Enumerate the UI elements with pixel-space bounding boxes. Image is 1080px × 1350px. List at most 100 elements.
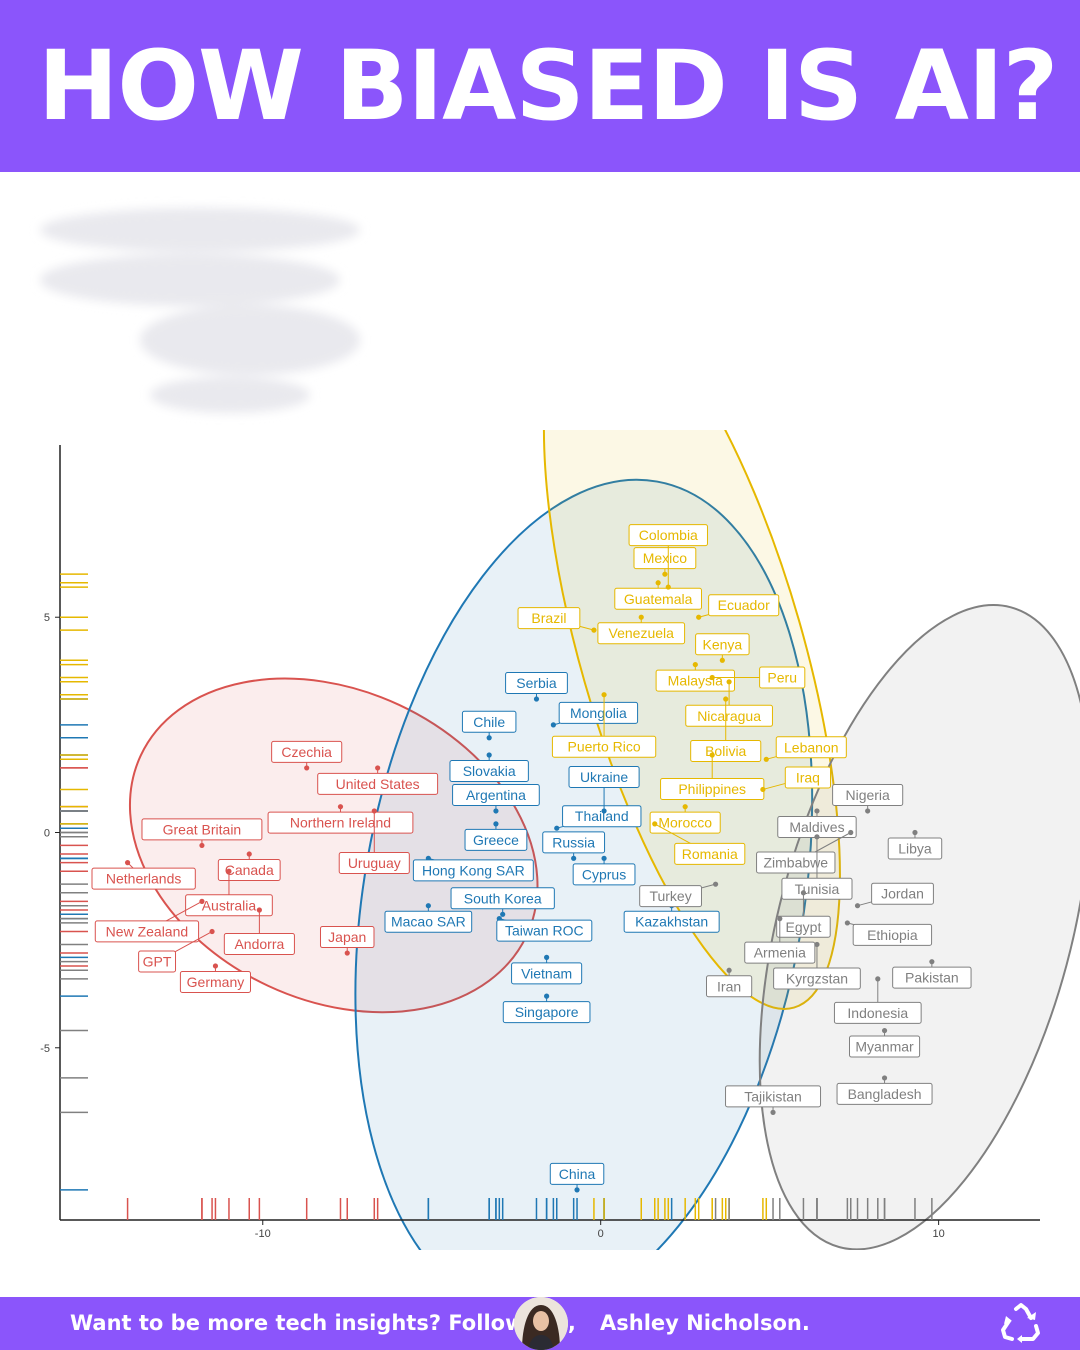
point-label: Kenya — [702, 636, 742, 652]
data-point — [692, 661, 698, 668]
point-label-box — [773, 967, 861, 990]
point-label: Germany — [187, 974, 245, 990]
point-label: Netherlands — [106, 871, 182, 887]
point-label: Thailand — [575, 808, 629, 824]
point-label: Andorra — [234, 936, 284, 952]
point-label: South Korea — [464, 890, 542, 906]
data-point — [533, 696, 540, 702]
data-point — [209, 928, 215, 935]
data-point — [865, 808, 871, 814]
point-label: Philippines — [678, 781, 746, 797]
data-point — [226, 868, 232, 874]
point-label-box — [502, 1001, 591, 1024]
data-point — [662, 571, 668, 577]
data-point — [709, 752, 715, 758]
point-label: Bangladesh — [848, 1086, 922, 1102]
recycle-icon[interactable] — [1000, 1301, 1042, 1345]
data-point — [486, 752, 492, 758]
point-label: Iran — [717, 978, 741, 994]
point-label: Venezuela — [609, 625, 675, 641]
data-point — [246, 851, 252, 857]
data-point — [814, 808, 820, 814]
point-label: Chile — [473, 714, 505, 730]
point-label-box — [384, 910, 473, 933]
data-point — [493, 808, 499, 814]
point-label-box — [505, 672, 568, 695]
data-point — [875, 976, 881, 982]
point-label: Indonesia — [847, 1005, 908, 1021]
data-point — [770, 1109, 776, 1115]
data-point — [554, 825, 560, 831]
point-label-box — [517, 607, 581, 630]
data-point — [544, 954, 550, 960]
point-label-box — [649, 811, 721, 834]
data-point — [212, 963, 219, 969]
point-label-box — [461, 710, 517, 733]
point-label: Tunisia — [795, 881, 840, 897]
point-label-box — [725, 1085, 822, 1108]
data-point — [199, 898, 205, 904]
point-label-box — [91, 867, 196, 890]
point-label: Jordan — [881, 886, 924, 902]
avatar-photo-icon — [514, 1297, 568, 1350]
data-point — [574, 1187, 580, 1193]
point-label-box — [572, 863, 636, 886]
point-label-box — [781, 877, 853, 900]
point-label: Slovakia — [463, 763, 516, 779]
point-label-box — [449, 760, 529, 782]
point-label-box — [849, 1035, 921, 1058]
data-point — [712, 881, 719, 887]
point-label-box — [832, 783, 904, 806]
point-label: Hong Kong SAR — [422, 862, 525, 878]
data-point — [337, 804, 344, 810]
point-label-box — [695, 633, 750, 656]
point-label: Great Britain — [163, 821, 242, 837]
point-label: Egypt — [786, 919, 822, 935]
data-point — [777, 916, 783, 922]
point-label-box — [775, 736, 847, 759]
point-label: Serbia — [516, 675, 557, 691]
data-point — [844, 920, 850, 926]
point-label: Ethiopia — [867, 927, 918, 943]
point-label-box — [871, 882, 934, 905]
point-label-box — [542, 831, 606, 854]
point-label: Russia — [552, 834, 595, 850]
y-tick-label: 0 — [44, 828, 50, 840]
point-label-box — [450, 887, 555, 910]
point-label: Macao SAR — [391, 914, 466, 930]
point-label-box — [496, 919, 593, 942]
point-label: Lebanon — [784, 739, 839, 755]
data-point — [763, 756, 769, 762]
data-point — [665, 584, 671, 590]
point-label-box — [185, 894, 273, 917]
data-point — [500, 911, 506, 917]
data-point — [881, 1027, 888, 1034]
point-label-box — [776, 915, 831, 938]
point-label-box — [623, 910, 720, 933]
point-label: Mexico — [643, 550, 688, 566]
point-label-box — [558, 701, 639, 724]
point-label: Singapore — [515, 1004, 579, 1020]
point-label-box — [655, 669, 736, 692]
point-label: Turkey — [649, 888, 691, 904]
point-label: Iraq — [796, 769, 820, 785]
point-label: Libya — [898, 841, 932, 857]
header-banner: HOW BIASED IS AI? — [0, 0, 1080, 172]
data-point — [571, 855, 577, 861]
data-point — [256, 907, 262, 913]
point-label: Czechia — [281, 744, 332, 760]
point-label: Ukraine — [580, 769, 628, 785]
page-title: HOW BIASED IS AI? — [38, 30, 1058, 142]
point-label-box — [784, 766, 831, 789]
point-label: Maldives — [789, 819, 844, 835]
point-label: Argentina — [466, 787, 526, 803]
point-label-box — [338, 851, 410, 874]
point-label: Romania — [682, 846, 738, 862]
point-label: United States — [336, 776, 420, 792]
point-label-box — [179, 970, 251, 993]
point-label-box — [706, 975, 753, 998]
point-label-box — [452, 783, 540, 806]
point-label: Armenia — [754, 945, 806, 961]
author-name: Ashley Nicholson. — [600, 1311, 810, 1335]
point-label: Myanmar — [855, 1039, 914, 1055]
